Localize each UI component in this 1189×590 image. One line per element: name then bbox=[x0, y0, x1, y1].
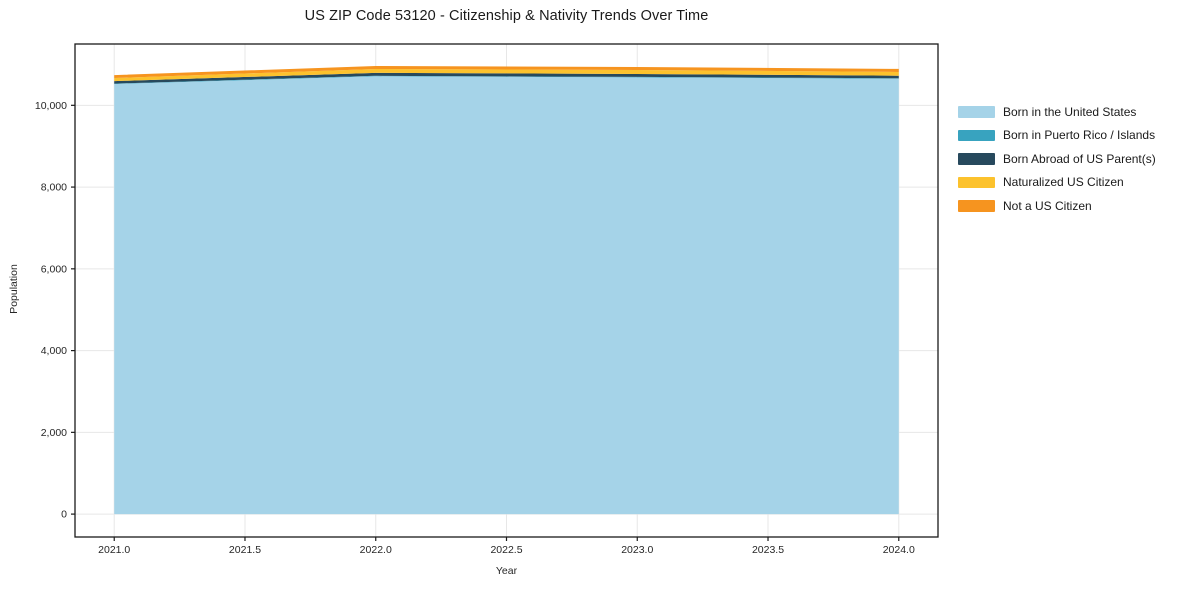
legend-item-not-a-us-citizen: Not a US Citizen bbox=[958, 194, 1156, 218]
legend-item-naturalized-us-citizen: Naturalized US Citizen bbox=[958, 171, 1156, 195]
x-tick-label: 2022.5 bbox=[490, 544, 522, 556]
chart-title: US ZIP Code 53120 - Citizenship & Nativi… bbox=[304, 8, 709, 24]
legend-label: Born in Puerto Rico / Islands bbox=[1003, 128, 1156, 143]
x-tick-label: 2024.0 bbox=[883, 544, 915, 556]
x-axis-label: Year bbox=[495, 565, 518, 577]
legend-label: Born in the United States bbox=[1003, 104, 1137, 119]
legend-swatch bbox=[958, 129, 995, 141]
x-tick-label: 2021.0 bbox=[98, 544, 130, 556]
legend-item-born-abroad-of-us-parent-s: Born Abroad of US Parent(s) bbox=[958, 147, 1156, 171]
legend-label: Born Abroad of US Parent(s) bbox=[1003, 151, 1156, 166]
area-born-in-puerto-rico-islands bbox=[114, 75, 899, 85]
legend-label: Naturalized US Citizen bbox=[1003, 175, 1124, 190]
x-tick-label: 2023.0 bbox=[621, 544, 653, 556]
legend-swatch bbox=[958, 153, 995, 165]
area-born-abroad-of-us-parent-s bbox=[114, 72, 899, 84]
legend-label: Not a US Citizen bbox=[1003, 198, 1092, 213]
legend: Born in the United States Born in Puerto … bbox=[958, 100, 1156, 218]
x-tick-label: 2023.5 bbox=[752, 544, 784, 556]
legend-item-born-in-the-united-states: Born in the United States bbox=[958, 100, 1156, 124]
y-tick-label: 4,000 bbox=[41, 345, 67, 357]
legend-item-born-in-puerto-rico-islands: Born in Puerto Rico / Islands bbox=[958, 124, 1156, 148]
y-tick-label: 2,000 bbox=[41, 427, 67, 439]
area-born-in-the-united-states bbox=[114, 76, 899, 515]
y-tick-label: 0 bbox=[61, 509, 67, 521]
legend-swatch bbox=[958, 176, 995, 188]
legend-swatch bbox=[958, 106, 995, 118]
y-tick-label: 6,000 bbox=[41, 263, 67, 275]
y-tick-label: 10,000 bbox=[35, 100, 67, 112]
legend-swatch bbox=[958, 200, 995, 212]
x-tick-label: 2022.0 bbox=[360, 544, 392, 556]
area-naturalized-us-citizen bbox=[114, 68, 899, 82]
y-tick-label: 8,000 bbox=[41, 182, 67, 194]
area-not-a-us-citizen bbox=[114, 65, 899, 79]
x-tick-label: 2021.5 bbox=[229, 544, 261, 556]
